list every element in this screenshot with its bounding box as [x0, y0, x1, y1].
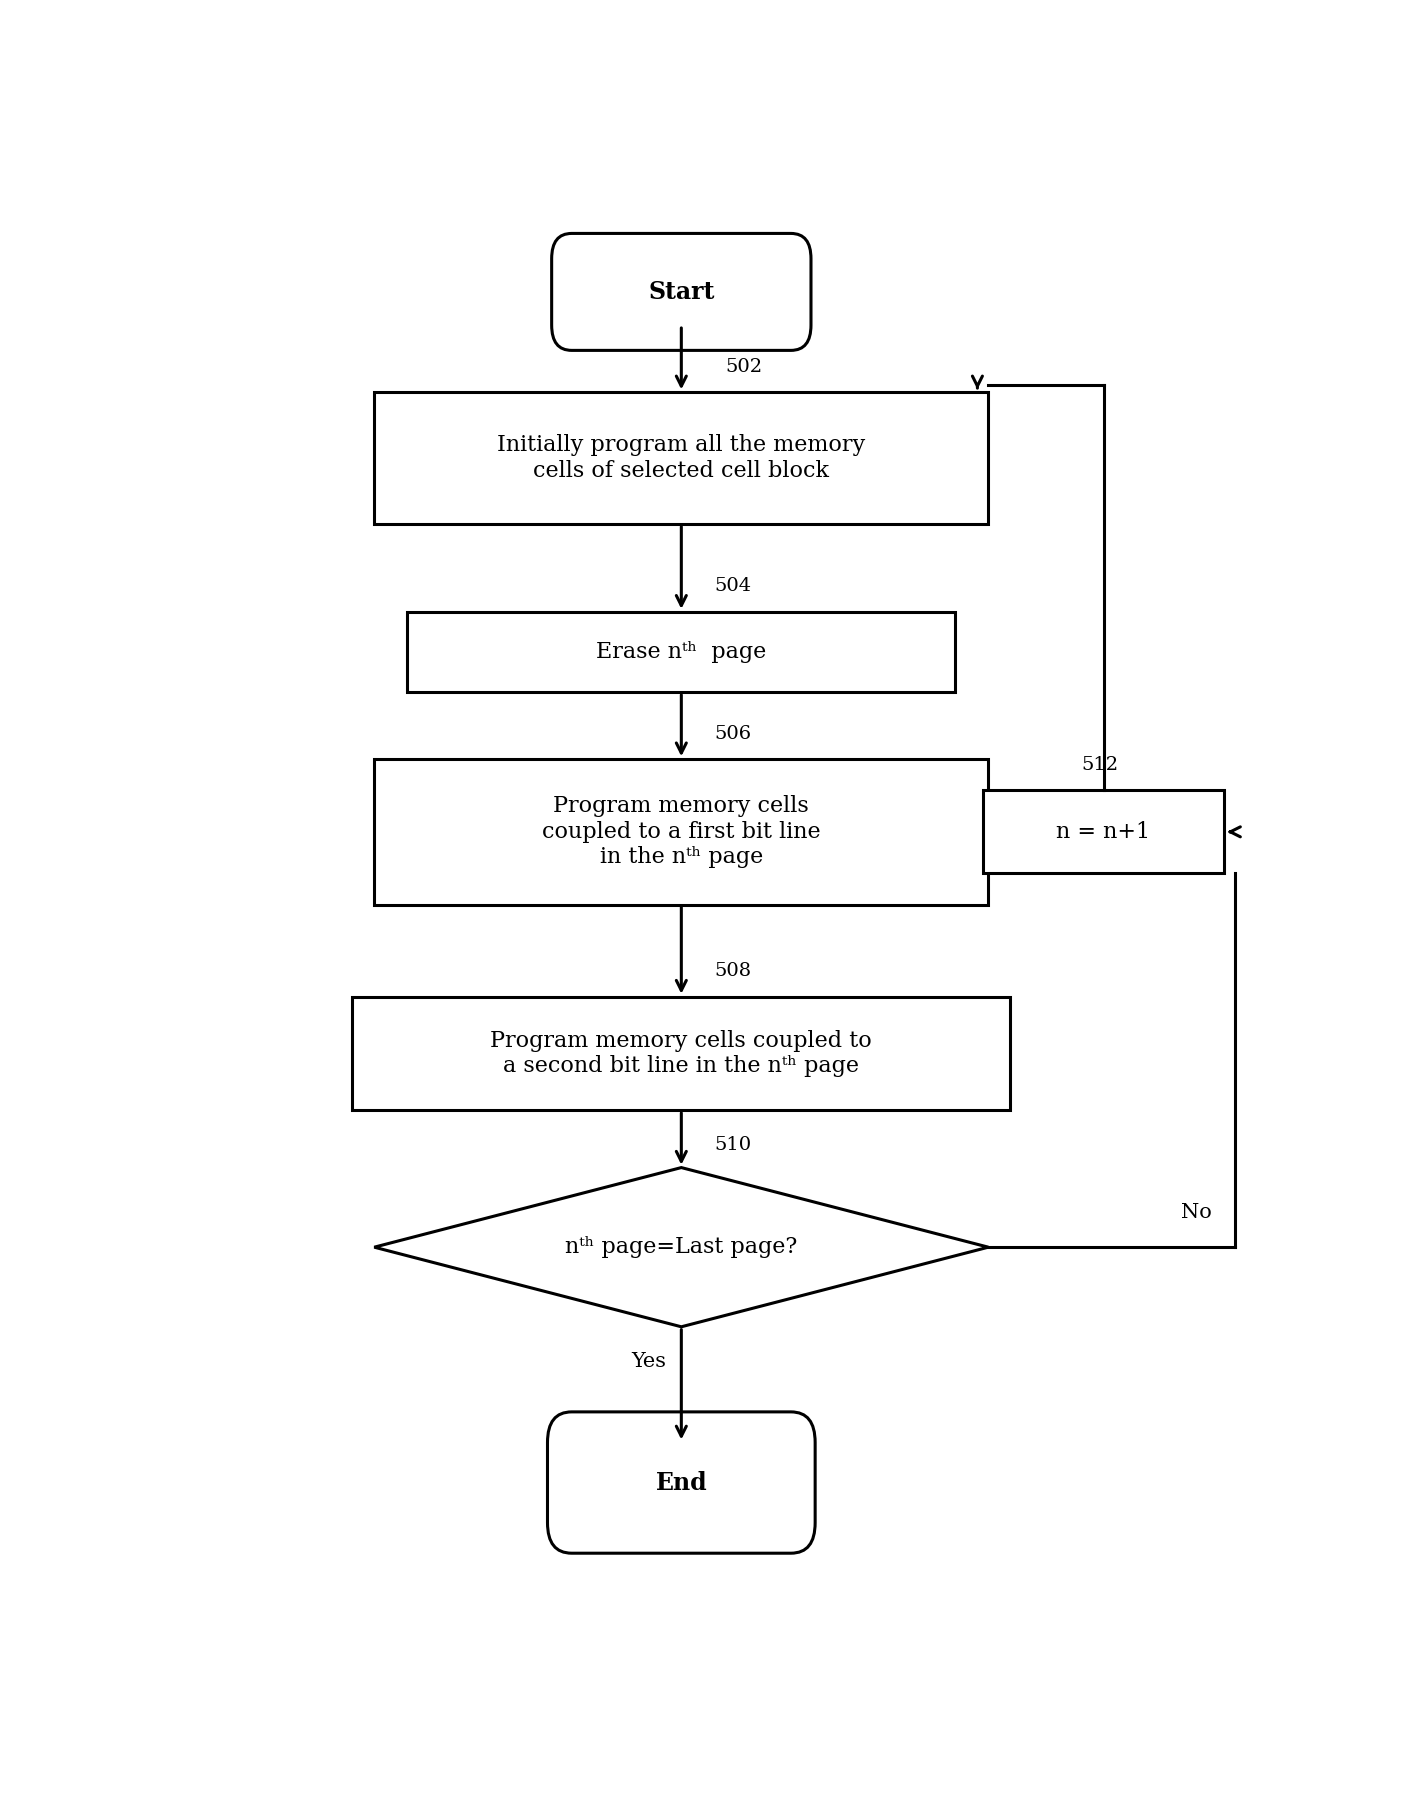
Text: Erase nᵗʰ  page: Erase nᵗʰ page	[596, 640, 767, 663]
Polygon shape	[374, 1167, 988, 1327]
Text: Yes: Yes	[631, 1352, 666, 1370]
Text: Program memory cells coupled to
a second bit line in the nᵗʰ page: Program memory cells coupled to a second…	[491, 1030, 872, 1077]
FancyBboxPatch shape	[552, 234, 811, 351]
Bar	[374, 759, 988, 904]
Text: n = n+1: n = n+1	[1057, 822, 1150, 843]
Bar	[374, 392, 988, 523]
FancyBboxPatch shape	[548, 1411, 815, 1553]
Bar	[983, 791, 1224, 874]
Text: Start: Start	[648, 280, 715, 304]
Text: Initially program all the memory
cells of selected cell block: Initially program all the memory cells o…	[497, 435, 866, 482]
Text: 506: 506	[715, 725, 751, 743]
Text: 510: 510	[715, 1136, 751, 1154]
Text: End: End	[655, 1471, 708, 1494]
Text: nᵗʰ page=Last page?: nᵗʰ page=Last page?	[565, 1237, 798, 1259]
Text: 508: 508	[715, 962, 751, 980]
Text: 512: 512	[1081, 755, 1119, 773]
Text: 502: 502	[724, 358, 763, 376]
Text: No: No	[1182, 1203, 1213, 1223]
Bar	[352, 996, 1010, 1109]
Text: Program memory cells
coupled to a first bit line
in the nᵗʰ page: Program memory cells coupled to a first …	[542, 795, 821, 868]
Bar	[408, 611, 955, 692]
Text: 504: 504	[715, 577, 751, 595]
